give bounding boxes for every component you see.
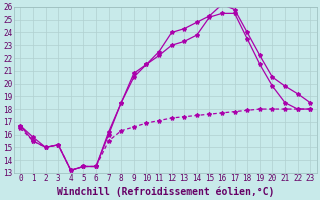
X-axis label: Windchill (Refroidissement éolien,°C): Windchill (Refroidissement éolien,°C): [57, 186, 274, 197]
